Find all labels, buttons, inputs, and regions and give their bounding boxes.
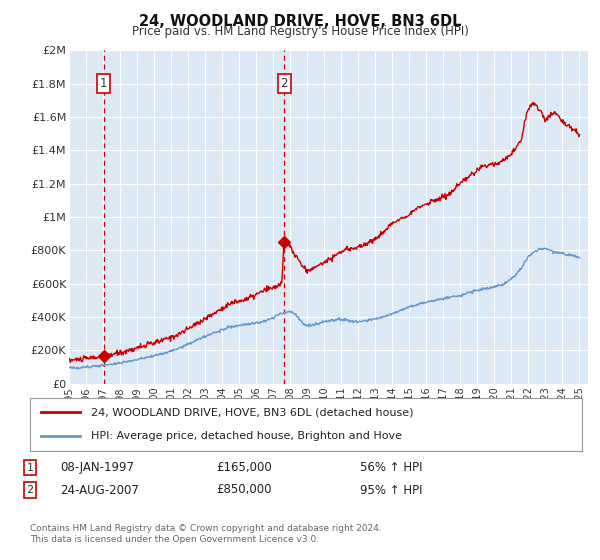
Text: 24-AUG-2007: 24-AUG-2007	[60, 483, 139, 497]
Text: 1: 1	[100, 77, 107, 90]
Text: 08-JAN-1997: 08-JAN-1997	[60, 461, 134, 474]
Text: £165,000: £165,000	[216, 461, 272, 474]
Text: 2: 2	[26, 485, 34, 495]
FancyBboxPatch shape	[30, 398, 582, 451]
Text: HPI: Average price, detached house, Brighton and Hove: HPI: Average price, detached house, Brig…	[91, 431, 402, 441]
Text: 56% ↑ HPI: 56% ↑ HPI	[360, 461, 422, 474]
Text: Price paid vs. HM Land Registry's House Price Index (HPI): Price paid vs. HM Land Registry's House …	[131, 25, 469, 38]
Text: 1: 1	[26, 463, 34, 473]
Text: £850,000: £850,000	[216, 483, 271, 497]
Text: 95% ↑ HPI: 95% ↑ HPI	[360, 483, 422, 497]
Text: 24, WOODLAND DRIVE, HOVE, BN3 6DL (detached house): 24, WOODLAND DRIVE, HOVE, BN3 6DL (detac…	[91, 408, 413, 418]
Text: 24, WOODLAND DRIVE, HOVE, BN3 6DL: 24, WOODLAND DRIVE, HOVE, BN3 6DL	[139, 14, 461, 29]
Text: 2: 2	[281, 77, 288, 90]
Text: Contains HM Land Registry data © Crown copyright and database right 2024.
This d: Contains HM Land Registry data © Crown c…	[30, 524, 382, 544]
